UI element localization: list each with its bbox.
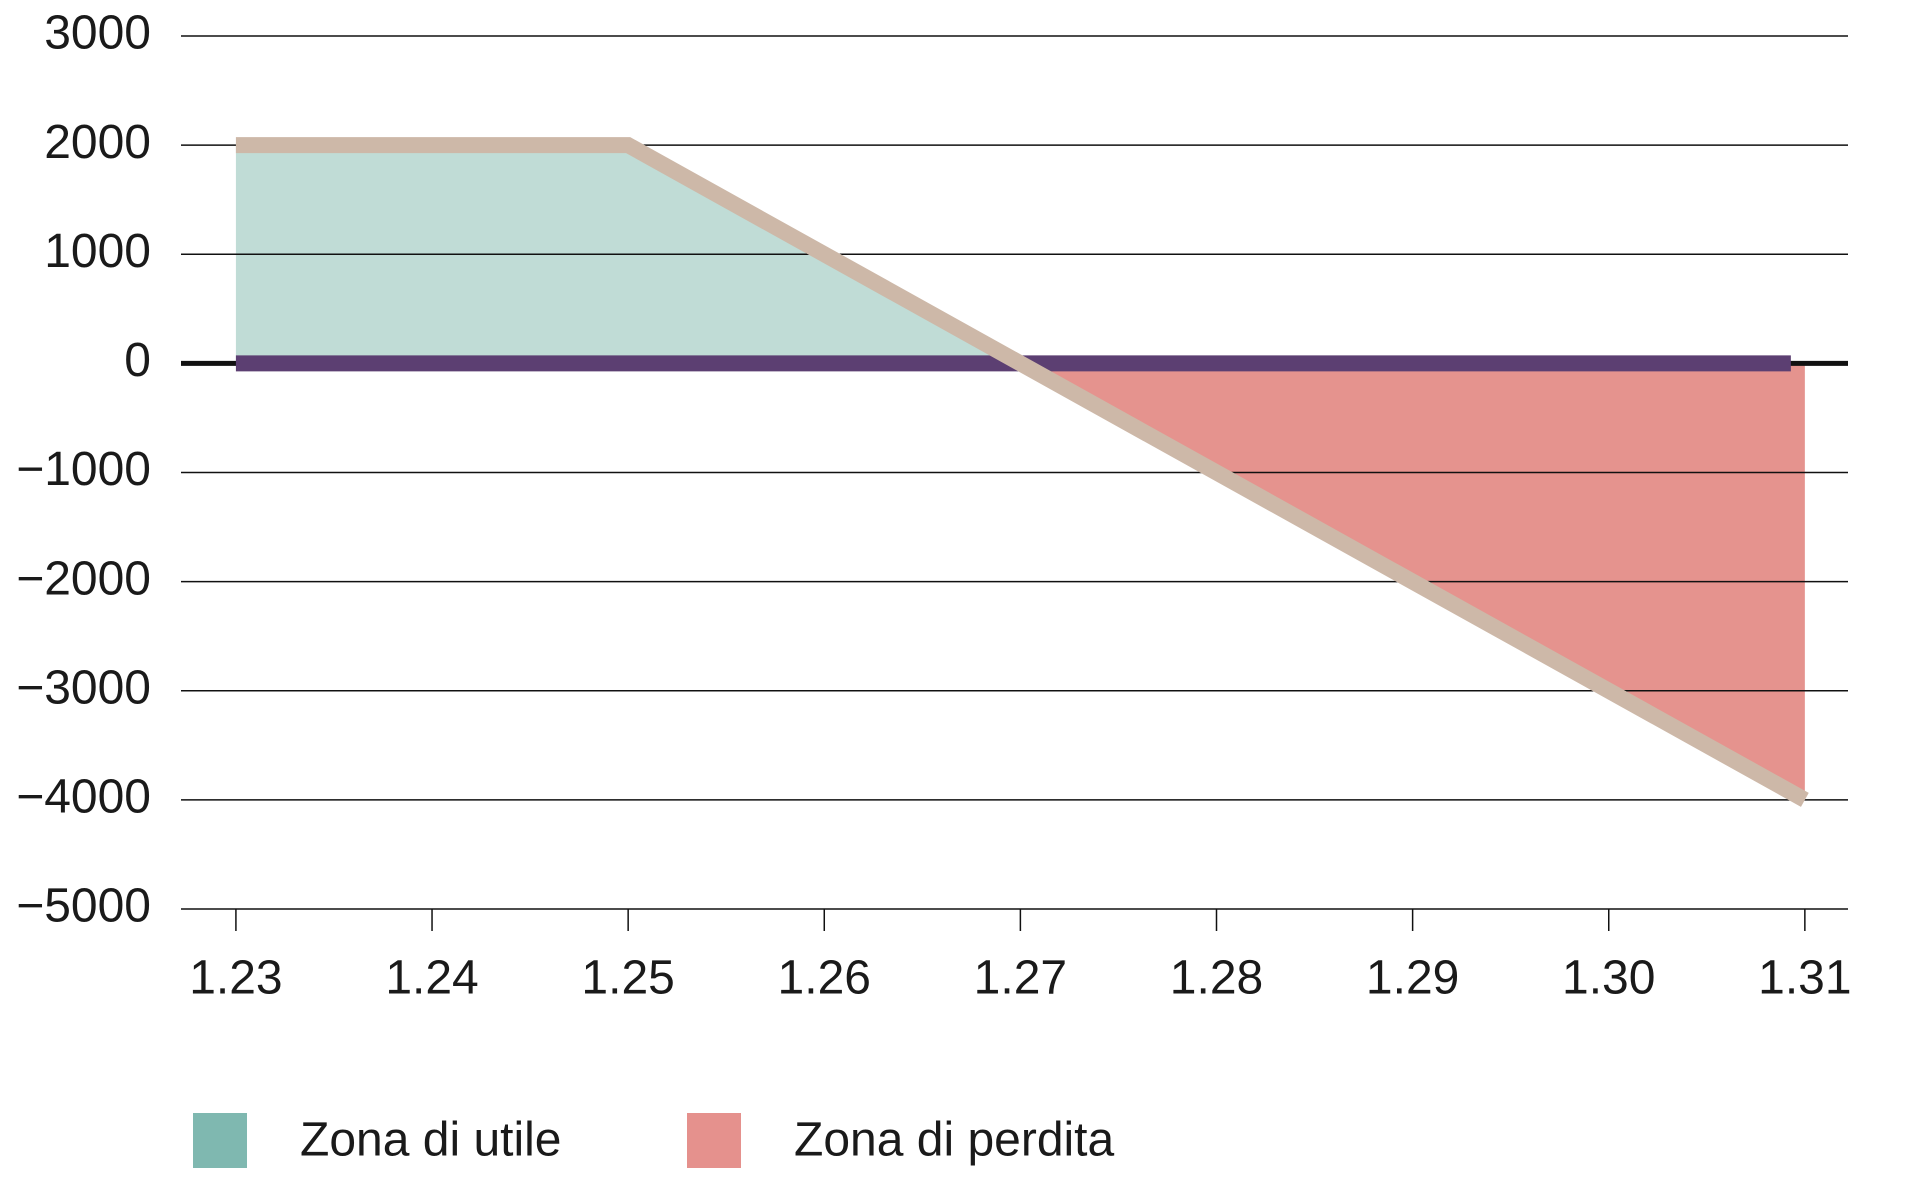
x-tick-label: 1.25 xyxy=(581,952,674,1005)
x-tick-label: 1.29 xyxy=(1366,952,1459,1005)
legend-label: Zona di utile xyxy=(300,1114,562,1167)
y-tick-label: 2000 xyxy=(44,116,151,169)
y-tick-label: −2000 xyxy=(16,552,151,605)
x-tick-label: 1.23 xyxy=(189,952,282,1005)
y-tick-label: 0 xyxy=(124,334,151,387)
y-tick-label: −3000 xyxy=(16,661,151,714)
legend-swatch xyxy=(687,1113,741,1168)
payoff-line xyxy=(235,137,1809,807)
y-tick-label: −1000 xyxy=(16,443,151,496)
y-tick-label: −5000 xyxy=(16,880,151,933)
y-tick-label: −4000 xyxy=(16,771,151,824)
x-tick-label: 1.31 xyxy=(1758,952,1851,1005)
y-tick-label: 3000 xyxy=(44,7,151,60)
x-tick-label: 1.28 xyxy=(1170,952,1263,1005)
x-tick-label: 1.27 xyxy=(974,952,1067,1005)
legend-swatch xyxy=(193,1113,247,1168)
y-tick-label: 1000 xyxy=(44,225,151,278)
legend-label: Zona di perdita xyxy=(794,1114,1115,1167)
x-tick-label: 1.24 xyxy=(385,952,478,1005)
x-tick-label: 1.30 xyxy=(1562,952,1655,1005)
x-tick-label: 1.26 xyxy=(778,952,871,1005)
